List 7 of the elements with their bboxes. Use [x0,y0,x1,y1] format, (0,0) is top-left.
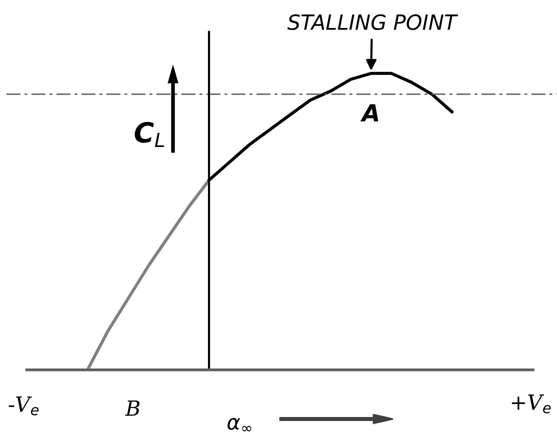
text: STALLING POINT [287,14,458,30]
text: +V$_{e}$ [512,394,551,414]
annotation: A [360,104,378,122]
x-axis-title: α$_{∞}$ [228,418,252,432]
text: -V$_{e}$ [8,396,39,416]
text: B [125,400,140,416]
y-axis-title: C$_{L}$ [134,122,164,148]
